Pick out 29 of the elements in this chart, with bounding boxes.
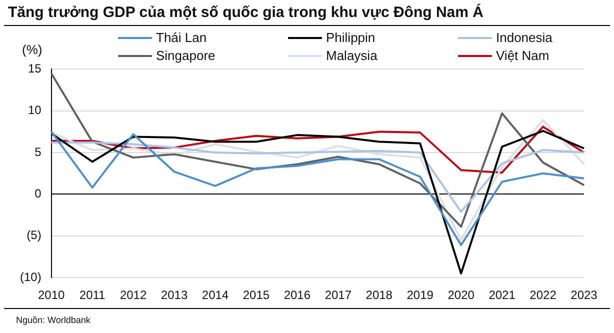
x-tick-label: 2020: [448, 288, 475, 302]
x-tick-label: 2013: [160, 288, 188, 302]
x-tick-label: 2019: [406, 288, 434, 302]
legend-label: Philippin: [326, 30, 376, 45]
x-tick-label: 2022: [530, 288, 557, 302]
x-tick-label: 2021: [488, 288, 516, 302]
x-tick-label: 2023: [570, 288, 598, 302]
legend-label: Malaysia: [326, 48, 378, 63]
x-tick-label: 2011: [79, 288, 106, 302]
legend-label: Indonesia: [496, 30, 552, 45]
y-tick-label: 10: [28, 103, 42, 118]
x-tick-label: 2012: [120, 288, 147, 302]
x-tick-label: 2015: [242, 288, 270, 302]
legend-label: Singapore: [156, 48, 216, 63]
x-tick-label: 2017: [324, 288, 352, 302]
text: Nguồn: Worldbank: [16, 315, 90, 325]
x-tick-label: 2014: [202, 288, 229, 302]
y-axis-title: (%): [22, 42, 42, 57]
x-tick-label: 2016: [284, 288, 311, 302]
y-tick-label: 5: [34, 144, 42, 159]
chart-title: Tăng trưởng GDP của một số quốc gia trong khu vực Đông Nam Á: [8, 4, 484, 21]
x-tick-label: 2010: [38, 288, 66, 302]
y-tick-label: 15: [28, 62, 42, 76]
legend-label: Việt Nam: [496, 48, 550, 63]
y-tick-label: 0: [34, 186, 42, 201]
x-tick-label: 2018: [366, 288, 393, 302]
y-tick-label: (10): [20, 270, 42, 284]
legend-label: Thái Lan: [156, 30, 207, 45]
y-tick-label: (5): [26, 228, 42, 242]
